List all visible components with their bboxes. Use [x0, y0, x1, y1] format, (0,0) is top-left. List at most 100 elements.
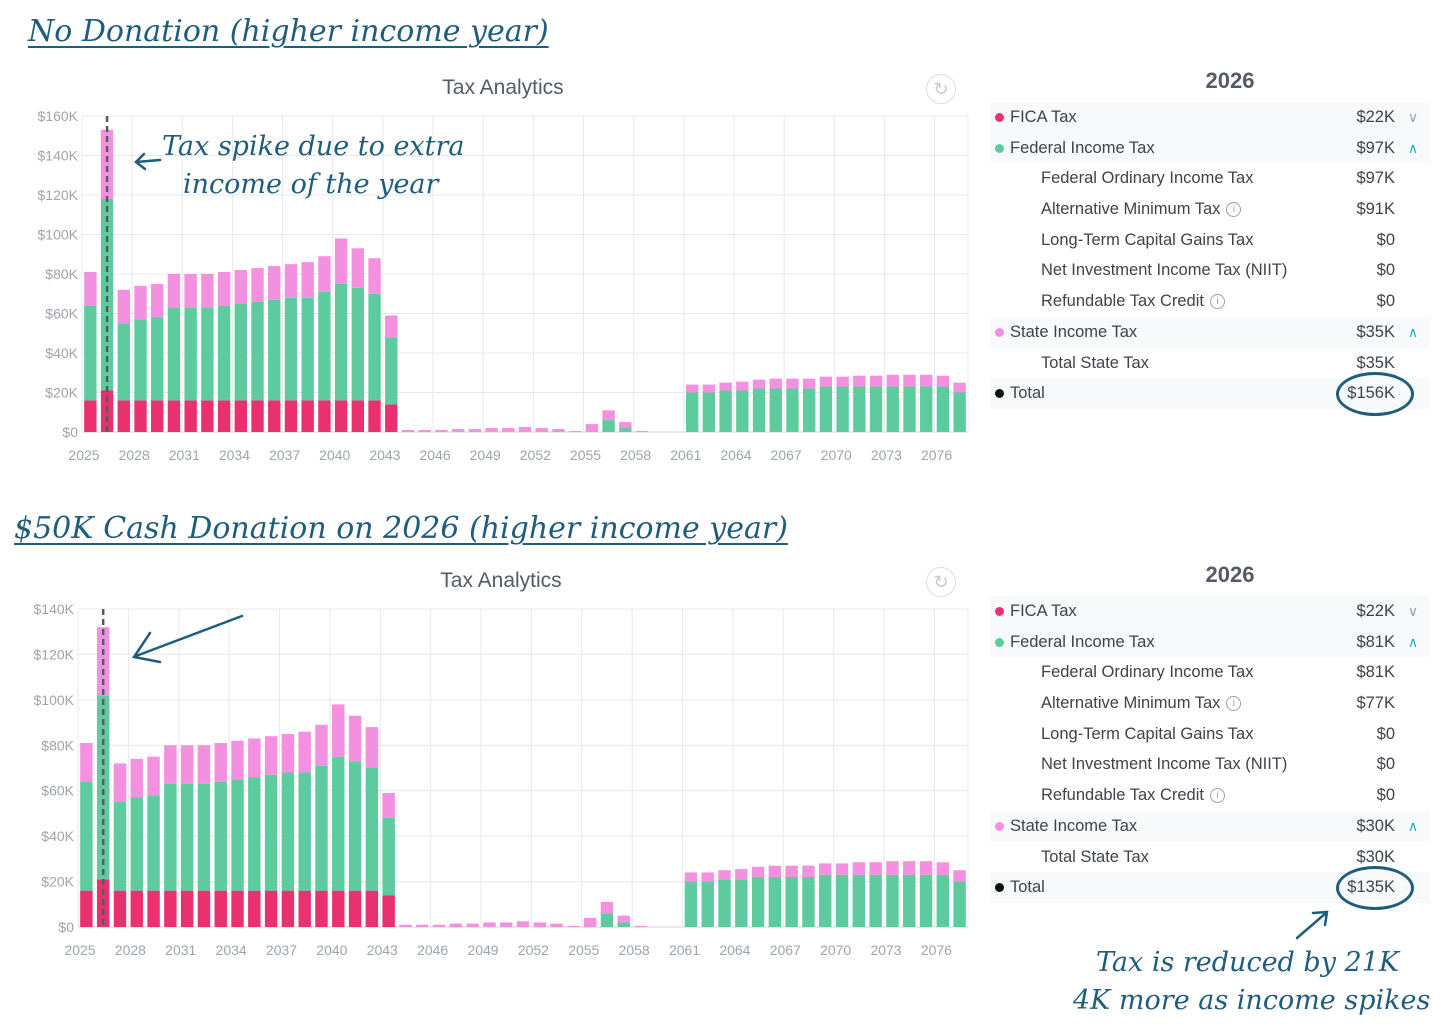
bar-state-income-tax-2064 [735, 869, 748, 880]
breakdown-rows: FICA Tax $22K ∨ Federal Income Tax $97K ∧ Fede… [990, 102, 1430, 417]
bar-state-income-tax-2067 [786, 378, 799, 389]
row-value: $0 [1376, 786, 1395, 805]
row-state-income-tax[interactable]: State Income Tax $30K ∧ [990, 810, 1430, 842]
bar-federal-income-tax-2061 [685, 392, 699, 432]
x-tick-label: 2046 [419, 447, 450, 463]
bar-fica-tax-2036 [264, 890, 278, 927]
bar-fica-tax-2028 [134, 400, 147, 432]
x-tick-label: 2070 [820, 942, 851, 958]
row-label: FICA Tax [1010, 596, 1077, 627]
bar-state-income-tax-2051 [516, 921, 530, 927]
bar-federal-income-tax-2056 [600, 913, 614, 927]
info-icon[interactable]: i [1226, 696, 1242, 712]
x-tick-label: 2055 [568, 942, 599, 958]
bar-federal-income-tax-2068 [802, 877, 815, 927]
bar-federal-income-tax-2064 [736, 390, 749, 432]
y-tick-label: $120K [38, 187, 79, 203]
info-icon[interactable]: i [1226, 202, 1242, 218]
x-tick-label: 2025 [68, 447, 99, 463]
x-tick-label: 2034 [219, 447, 250, 463]
bar-state-income-tax-2062 [701, 872, 714, 882]
chevron-up-icon[interactable]: ∧ [1407, 139, 1419, 156]
bar-state-income-tax-2036 [268, 266, 281, 300]
bar-federal-income-tax-2063 [719, 390, 732, 432]
bar-federal-income-tax-2077 [953, 392, 966, 432]
x-tick-label: 2070 [821, 447, 852, 463]
x-tick-label: 2028 [119, 447, 150, 463]
reduced-note-line2: 4K more as income spikes [1073, 985, 1431, 1016]
x-tick-label: 2061 [669, 942, 700, 958]
bar-federal-income-tax-2070 [835, 874, 849, 927]
bar-state-income-tax-2069 [819, 863, 832, 875]
y-tick-label: $20K [41, 874, 74, 890]
bar-state-income-tax-2056 [602, 410, 615, 421]
bar-state-income-tax-2077 [953, 870, 966, 882]
bar-federal-income-tax-2041 [351, 287, 365, 401]
chevron-down-icon[interactable]: ∨ [1407, 109, 1419, 125]
bar-fica-tax-2039 [315, 890, 328, 927]
chevron-down-icon[interactable]: ∨ [1407, 603, 1419, 619]
bar-state-income-tax-2025 [80, 743, 93, 782]
bar-state-income-tax-2058 [634, 925, 647, 927]
bar-federal-income-tax-2035 [251, 301, 264, 401]
y-tick-label: $120K [34, 646, 75, 662]
bar-state-income-tax-2050 [502, 428, 515, 432]
bar-state-income-tax-2050 [499, 922, 513, 927]
bar-fica-tax-2032 [197, 890, 211, 927]
chevron-up-icon[interactable]: ∧ [1407, 633, 1419, 650]
row-label: Refundable Tax Credit i [1041, 780, 1225, 811]
bar-state-income-tax-2046 [432, 924, 446, 927]
x-tick-label: 2034 [216, 942, 247, 958]
chevron-up-icon[interactable]: ∧ [1407, 323, 1419, 340]
bar-state-income-tax-2051 [518, 427, 532, 432]
reset-icon[interactable]: ↻ [926, 567, 956, 597]
bar-fica-tax-2037 [284, 400, 298, 432]
panel-year: 2026 [1205, 68, 1255, 93]
bar-federal-income-tax-2042 [365, 768, 379, 891]
row-label: Long-Term Capital Gains Tax [1041, 225, 1253, 256]
breakdown-rows: FICA Tax $22K ∨ Federal Income Tax $81K ∧ Fede… [990, 596, 1430, 911]
row-fica-tax[interactable]: FICA Tax $22K ∨ [990, 102, 1430, 133]
bar-fica-tax-2031 [184, 400, 197, 432]
row-label-text: Federal Income Tax [1010, 632, 1155, 651]
bar-federal-income-tax-2038 [301, 297, 314, 401]
bar-federal-income-tax-2030 [167, 307, 181, 401]
bar-state-income-tax-2068 [803, 378, 816, 389]
info-icon[interactable]: i [1209, 788, 1225, 804]
bar-state-income-tax-2047 [449, 923, 463, 927]
bar-federal-income-tax-2035 [248, 777, 261, 891]
bar-fica-tax-2034 [234, 400, 247, 432]
bar-fica-tax-2042 [368, 400, 381, 432]
bar-fica-tax-2030 [164, 890, 177, 927]
y-tick-label: $60K [45, 306, 78, 322]
bar-state-income-tax-2039 [318, 256, 331, 292]
x-tick-label: 2055 [570, 447, 601, 463]
x-tick-label: 2052 [520, 447, 551, 463]
bar-federal-income-tax-2033 [214, 781, 227, 891]
bar-state-income-tax-2049 [483, 922, 496, 927]
chevron-up-icon[interactable]: ∧ [1407, 817, 1419, 834]
bar-state-income-tax-2062 [702, 384, 716, 393]
row-label-text: Total [1010, 878, 1045, 897]
row-federal-income-tax[interactable]: Federal Income Tax $81K ∧ [990, 626, 1430, 658]
bar-state-income-tax-2043 [385, 315, 398, 338]
y-tick-label: $100K [38, 227, 79, 243]
row-federal-income-tax[interactable]: Federal Income Tax $97K ∧ [990, 132, 1430, 164]
bar-federal-income-tax-2067 [786, 388, 799, 432]
bar-state-income-tax-2047 [451, 429, 465, 432]
row-fica-tax[interactable]: FICA Tax $22K ∨ [990, 596, 1430, 627]
row-total: Total $156K [990, 372, 1430, 417]
bar-federal-income-tax-2065 [751, 877, 765, 927]
row-label-text: Total State Tax [1041, 847, 1149, 866]
info-icon[interactable]: i [1209, 294, 1225, 310]
y-tick-label: $80K [45, 266, 78, 282]
legend-dot [995, 821, 1004, 831]
bar-federal-income-tax-2076 [936, 386, 950, 432]
reset-icon[interactable]: ↻ [926, 74, 956, 104]
row-refundable-tax-credit: Refundable Tax Credit i $0 [990, 780, 1430, 811]
bar-state-income-tax-2044 [399, 924, 412, 927]
row-state-income-tax[interactable]: State Income Tax $35K ∧ [990, 316, 1430, 348]
legend-dot [995, 637, 1004, 647]
bar-state-income-tax-2027 [117, 289, 130, 324]
bar-state-income-tax-2038 [298, 731, 311, 773]
